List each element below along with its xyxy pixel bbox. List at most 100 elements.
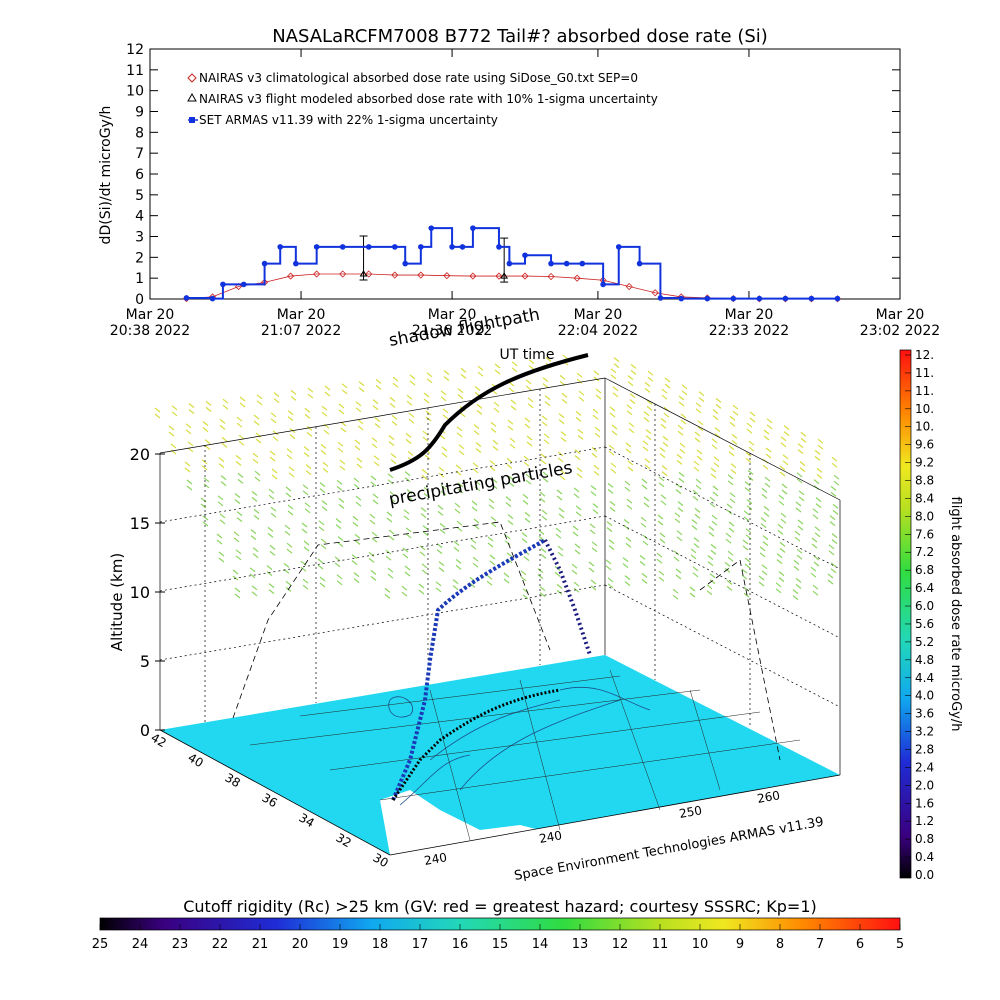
particle-dash bbox=[673, 556, 680, 562]
rigidity-tick-label: 6 bbox=[856, 937, 864, 952]
particle-dash bbox=[524, 517, 531, 523]
data-point-nairas-clim bbox=[521, 272, 529, 280]
particle-dash bbox=[645, 435, 652, 441]
particle-dash bbox=[680, 413, 687, 419]
particle-dash bbox=[664, 383, 671, 389]
colorbar-ticks: 12. 11. 11. 10. 10. 9.6 9.2 8.8 8.4 8.0 7.6 7.2 6.8 6… bbox=[905, 348, 934, 882]
particle-dash bbox=[503, 572, 510, 578]
particle-dash bbox=[692, 489, 699, 495]
particle-dash bbox=[658, 570, 665, 576]
particle-dash bbox=[561, 398, 568, 404]
particle-dash bbox=[661, 388, 668, 394]
particle-dash bbox=[353, 483, 360, 489]
particle-dash bbox=[284, 524, 291, 530]
particle-dash bbox=[744, 481, 751, 487]
particle-dash bbox=[238, 434, 245, 440]
particle-dash bbox=[458, 450, 465, 456]
particle-dash bbox=[423, 492, 430, 498]
particle-dash bbox=[681, 384, 688, 390]
x-tick-time: 22:33 2022 bbox=[709, 323, 789, 339]
particle-dash bbox=[830, 485, 837, 491]
particle-dash bbox=[216, 539, 223, 545]
particle-dash bbox=[676, 530, 683, 536]
particle-dash bbox=[681, 390, 688, 396]
particle-dash bbox=[470, 544, 477, 550]
particle-dash bbox=[458, 444, 465, 450]
particle-dash bbox=[746, 428, 753, 434]
particle-dash bbox=[749, 417, 756, 423]
particle-dash bbox=[814, 449, 821, 455]
particle-dash bbox=[509, 443, 516, 449]
particle-dash bbox=[391, 414, 398, 420]
particle-dash bbox=[815, 497, 822, 503]
colorbar-tick-label: 10. bbox=[915, 420, 934, 434]
particle-dash bbox=[504, 534, 511, 540]
particle-dash bbox=[371, 443, 378, 449]
particle-dash bbox=[556, 583, 563, 589]
particle-dash bbox=[708, 531, 715, 537]
particle-dash bbox=[629, 393, 636, 399]
particle-dash bbox=[764, 482, 771, 488]
particle-dash bbox=[171, 405, 178, 411]
particle-dash bbox=[590, 485, 597, 491]
particle-dash bbox=[591, 547, 598, 553]
particle-dash bbox=[741, 574, 748, 580]
particle-dash bbox=[577, 428, 584, 434]
particle-dash bbox=[624, 486, 631, 492]
particle-dash bbox=[694, 507, 701, 513]
particle-dash bbox=[642, 440, 649, 446]
particle-dash bbox=[643, 417, 650, 423]
rigidity-tick-label: 8 bbox=[776, 937, 784, 952]
particle-dash bbox=[269, 450, 276, 456]
particle-dash bbox=[689, 586, 696, 592]
particle-dash bbox=[797, 525, 804, 531]
particle-dash bbox=[273, 398, 280, 404]
particle-dash bbox=[659, 447, 666, 453]
particle-dash bbox=[370, 575, 377, 581]
particle-dash bbox=[373, 461, 380, 467]
particle-dash bbox=[605, 565, 612, 571]
particle-dash bbox=[351, 560, 358, 566]
particle-dash bbox=[521, 532, 528, 538]
particle-dash bbox=[489, 460, 496, 466]
particle-dash bbox=[324, 385, 331, 391]
colorbar-tick-label: 6.4 bbox=[915, 581, 934, 595]
particle-dash bbox=[476, 403, 483, 409]
rigidity-tick-label: 18 bbox=[372, 937, 389, 952]
particle-dash bbox=[759, 552, 766, 558]
particle-dash bbox=[470, 538, 477, 544]
particle-dash bbox=[831, 462, 838, 468]
particle-dash bbox=[661, 394, 668, 400]
particle-dash bbox=[727, 556, 734, 562]
particle-dash bbox=[592, 414, 599, 420]
particle-dash bbox=[557, 551, 564, 557]
cutoff-rigidity-title: Cutoff rigidity (Rc) >25 km (GV: red = g… bbox=[183, 897, 817, 916]
annotation-precipitating-particles: precipitating particles bbox=[387, 458, 574, 510]
particle-dash bbox=[814, 526, 821, 532]
particle-dash bbox=[373, 455, 380, 461]
particle-dash bbox=[812, 590, 819, 596]
particle-dash bbox=[539, 491, 546, 497]
particle-dash bbox=[404, 565, 411, 571]
legend-marker bbox=[187, 92, 197, 102]
particle-dash bbox=[522, 594, 529, 600]
particle-dash bbox=[251, 585, 258, 591]
particle-dash bbox=[779, 471, 786, 477]
particle-dash bbox=[404, 477, 411, 483]
particle-dash bbox=[578, 396, 585, 402]
particle-dash bbox=[659, 453, 666, 459]
particle-dash bbox=[525, 479, 532, 485]
particle-dash bbox=[509, 437, 516, 443]
particle-dash bbox=[339, 465, 346, 471]
particle-dash bbox=[267, 532, 274, 538]
data-point-nairas-clim bbox=[234, 282, 243, 291]
particle-dash bbox=[334, 562, 341, 568]
particle-dash bbox=[799, 461, 806, 467]
particle-dash bbox=[505, 496, 512, 502]
legend-label-1: NAIRAS v3 flight modeled absorbed dose r… bbox=[199, 92, 658, 106]
particle-dash bbox=[335, 518, 342, 524]
particle-dash bbox=[658, 476, 665, 482]
particle-dash bbox=[368, 557, 375, 563]
particle-dash bbox=[219, 513, 226, 519]
